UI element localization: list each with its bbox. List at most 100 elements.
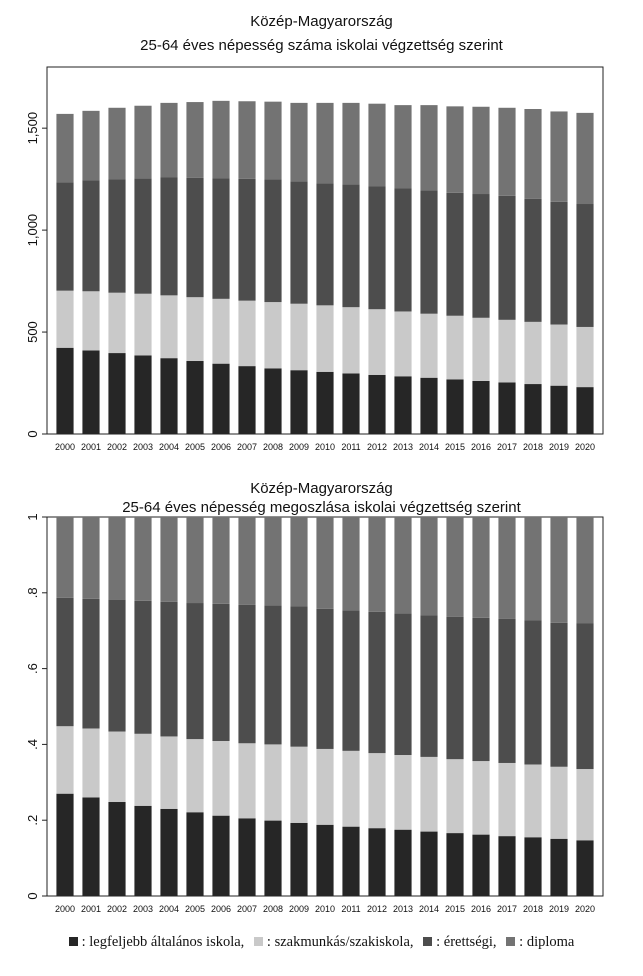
x-tick-label: 2005 [185,904,205,914]
legend-item-legfeljebb: : legfeljebb általános iskola, [68,934,244,951]
x-tick-label: 2011 [341,442,360,452]
bar-segment-erettsegi [498,195,516,320]
bar-segment-erettsegi [420,615,438,757]
bar-segment-szakmunkas [186,739,204,813]
bar-segment-diploma [342,102,360,185]
y-tick-label: 0 [25,892,40,899]
y-tick-label: .8 [25,587,40,598]
bar-segment-szakmunkas [394,311,412,377]
bar-segment-szakmunkas [576,326,594,388]
bar-segment-erettsegi [498,618,516,763]
bar-segment-legfeljebb [186,812,204,896]
bar-segment-szakmunkas [524,764,542,838]
bar-segment-legfeljebb [134,805,152,896]
bar-segment-szakmunkas [264,302,282,369]
bar-segment-erettsegi [212,178,230,299]
bar-segment-diploma [108,107,126,180]
bar-segment-diploma [498,107,516,196]
bar-segment-szakmunkas [264,744,282,821]
bar-segment-diploma [238,517,256,605]
x-tick-label: 2007 [237,442,257,452]
y-tick-label: 0 [25,430,40,437]
x-tick-label: 2018 [523,442,543,452]
bar-segment-erettsegi [160,177,178,296]
bar-segment-szakmunkas [290,746,308,823]
bar-segment-erettsegi [342,610,360,751]
bar-segment-diploma [82,110,100,181]
bar-segment-szakmunkas [420,756,438,832]
bar-segment-szakmunkas [498,762,516,837]
bar-segment-legfeljebb [368,828,386,896]
bar-segment-szakmunkas [472,761,490,835]
charts-canvas: 0 500 1,000 1,500 2000 2001 2002 2003 2004 2005 20… [25,66,604,914]
bar-segment-legfeljebb [498,382,516,434]
bar-segment-diploma [342,517,360,611]
bar-segment-erettsegi [290,606,308,747]
bar-segment-szakmunkas [160,295,178,359]
bar-segment-legfeljebb [342,373,360,434]
bar-segment-szakmunkas [186,297,204,362]
chart2-subtitle: 25-64 éves népesség megoszlása iskolai v… [122,499,521,516]
bar-segment-erettsegi [82,598,100,729]
bar-segment-szakmunkas [212,298,230,364]
x-tick-label: 2007 [237,904,257,914]
bar-segment-diploma [394,517,412,614]
legend-item-szakmunkas: : szakmunkás/szakiskola, [253,934,414,951]
x-tick-label: 2001 [81,442,101,452]
x-tick-label: 2010 [315,904,335,914]
bar-segment-legfeljebb [472,834,490,896]
bar-segment-diploma [186,102,204,178]
bar-segment-szakmunkas [316,305,334,372]
bar-segment-szakmunkas [108,731,126,803]
bar-segment-szakmunkas [56,290,74,348]
bar-segment-szakmunkas [238,300,256,367]
chart1-subtitle: 25-64 éves népesség száma iskolai végzet… [140,37,503,54]
legend-label-erettsegi: : érettségi, [436,934,497,950]
x-tick-label: 2006 [211,904,231,914]
bar-segment-erettsegi [134,600,152,734]
x-tick-label: 2015 [445,904,465,914]
bar-segment-diploma [160,517,178,602]
bar-segment-szakmunkas [316,748,334,825]
bar-segment-erettsegi [446,616,464,760]
y-tick-label: .6 [25,663,40,674]
bar-segment-legfeljebb [472,380,490,434]
x-tick-label: 2018 [523,904,543,914]
bar-segment-legfeljebb [134,355,152,434]
bar-segment-diploma [212,517,230,604]
bar-segment-legfeljebb [212,363,230,434]
bar-segment-legfeljebb [576,840,594,896]
bar-segment-erettsegi [186,603,204,740]
bar-segment-diploma [394,105,412,189]
legend-label-szakmunkas: : szakmunkás/szakiskola, [266,934,414,950]
x-tick-label: 2017 [497,442,517,452]
bar-segment-legfeljebb [498,836,516,896]
bar-segment-szakmunkas [108,292,126,354]
x-tick-label: 2008 [263,904,283,914]
bar-segment-szakmunkas [524,321,542,385]
x-tick-label: 2019 [549,442,569,452]
x-tick-label: 2003 [133,904,153,914]
bar-segment-legfeljebb [56,793,74,896]
chart1-title: Közép-Magyarország [250,13,393,30]
bar-segment-erettsegi [472,617,490,762]
x-tick-label: 2015 [445,442,465,452]
legend-swatch-erettsegi [423,937,433,946]
bar-segment-erettsegi [368,186,386,310]
x-tick-label: 2020 [575,442,595,452]
bar-segment-diploma [134,105,152,179]
bar-segment-erettsegi [238,604,256,744]
legend-item-erettsegi: : érettségi, [423,934,497,951]
x-tick-label: 2012 [367,442,387,452]
bar-segment-legfeljebb [108,353,126,434]
bar-segment-diploma [264,101,282,180]
x-tick-label: 2006 [211,442,231,452]
bar-segment-diploma [550,111,568,202]
bar-segment-szakmunkas [550,324,568,386]
x-tick-label: 2014 [419,904,439,914]
x-tick-label: 2013 [393,442,413,452]
bar-segment-diploma [186,517,204,604]
x-tick-label: 2016 [471,904,491,914]
bar-segment-szakmunkas [576,769,594,841]
bar-segment-erettsegi [576,204,594,327]
